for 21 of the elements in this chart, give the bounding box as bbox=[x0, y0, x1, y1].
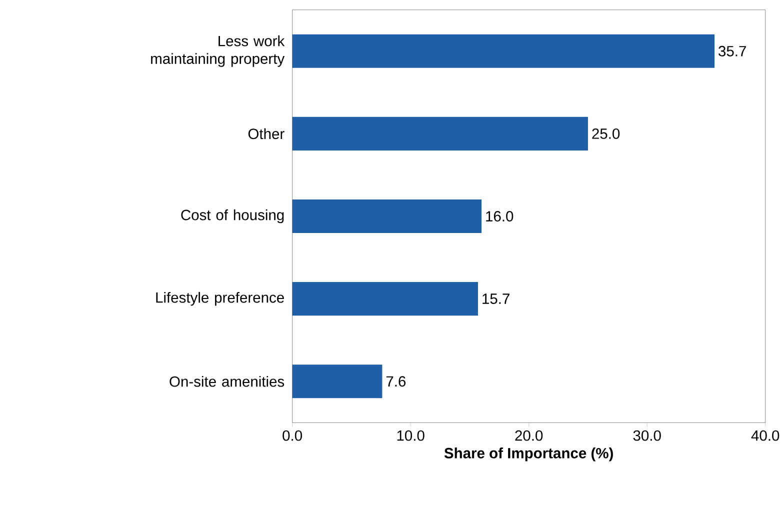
bar bbox=[292, 117, 588, 151]
x-tick-label: 10.0 bbox=[397, 430, 424, 441]
data-label: 25.0 bbox=[592, 128, 620, 140]
bar bbox=[292, 282, 478, 316]
data-label: 35.7 bbox=[718, 46, 746, 57]
y-tick-label: Lifestyle preference bbox=[156, 292, 284, 306]
data-label: 7.6 bbox=[386, 376, 406, 387]
data-label: 16.0 bbox=[486, 211, 514, 222]
bar bbox=[292, 200, 482, 234]
x-tick-label: 40.0 bbox=[751, 430, 780, 441]
y-tick-label: Other bbox=[248, 128, 284, 140]
x-tick-label: 30.0 bbox=[633, 430, 661, 441]
x-tick-label: 0.0 bbox=[282, 430, 302, 441]
bar bbox=[292, 364, 382, 398]
x-tick-label: 20.0 bbox=[515, 430, 543, 441]
bar bbox=[292, 34, 715, 68]
y-tick-label: Cost of housing bbox=[181, 210, 284, 224]
y-tick-label: Less work maintaining property bbox=[151, 36, 285, 68]
data-label: 15.7 bbox=[482, 294, 510, 304]
y-tick-label: On-site amenities bbox=[170, 376, 284, 387]
x-axis-title: Share of Importance (%) bbox=[444, 448, 613, 462]
